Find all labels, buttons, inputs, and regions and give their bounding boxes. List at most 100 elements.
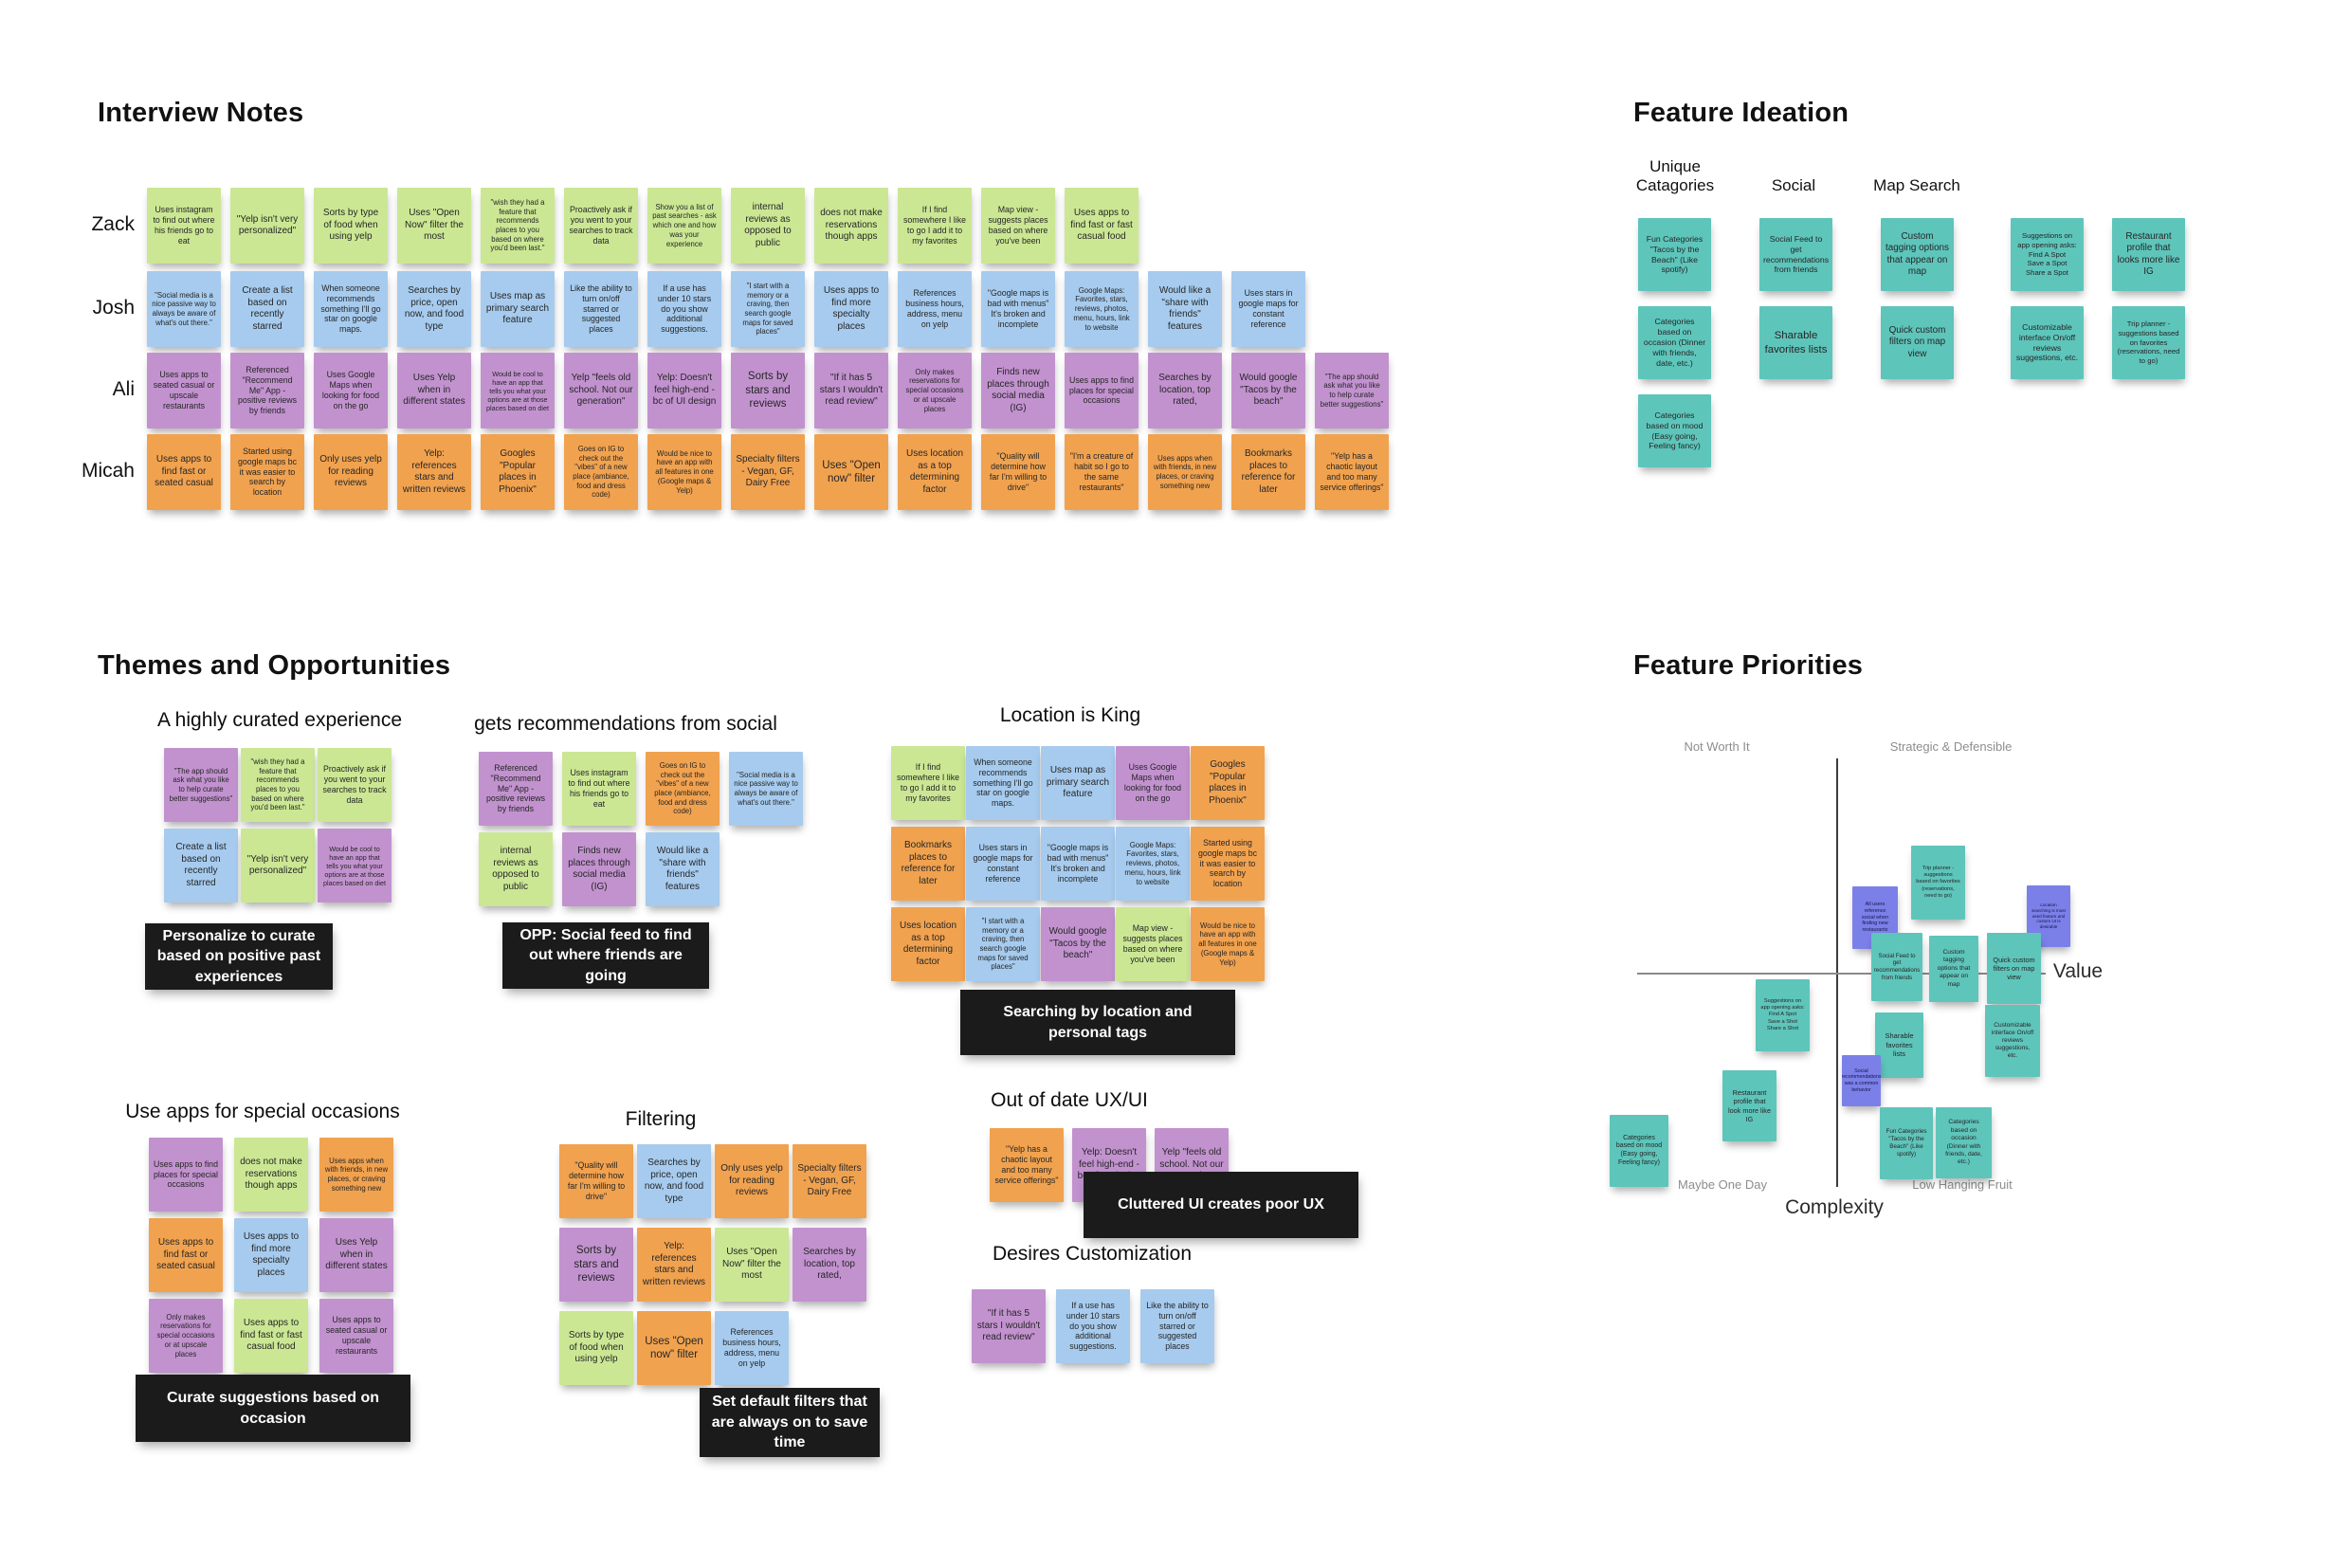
sticky-note[interactable]: Would google "Tacos by the beach" [1041,907,1115,981]
sticky-note[interactable]: does not make reservations though apps [234,1138,308,1212]
sticky-note[interactable]: Quick custom filters on map view [1881,306,1954,379]
sticky-note[interactable]: Started using google maps bc it was easi… [230,434,304,510]
sticky-note[interactable]: Map view - suggests places based on wher… [1116,907,1190,981]
sticky-note[interactable]: Bookmarks places to reference for later [1231,434,1305,510]
sticky-note[interactable]: Fun Categories "Tacos by the Beach" (Lik… [1880,1107,1933,1179]
sticky-note[interactable]: "The app should ask what you like to hel… [164,748,238,822]
sticky-note[interactable]: "If it has 5 stars I wouldn't read revie… [814,353,888,428]
sticky-note[interactable]: Suggestions on app opening asks: Find A … [1756,979,1810,1051]
sticky-note[interactable]: "Google maps is bad with menus" It's bro… [1041,827,1115,901]
sticky-note[interactable]: If I find somewhere I like to go I add i… [891,746,965,820]
sticky-note[interactable]: Uses instagram to find out where his fri… [562,752,636,826]
sticky-note[interactable]: Specialty filters - Vegan, GF, Dairy Fre… [731,434,805,510]
sticky-note[interactable]: does not make reservations though apps [814,188,888,264]
sticky-note[interactable]: Uses apps to find fast or fast casual fo… [1065,188,1139,264]
sticky-note[interactable]: Referenced "Recommend Me" App - positive… [479,752,553,826]
sticky-note[interactable]: Searches by price, open now, and food ty… [397,271,471,347]
sticky-note[interactable]: Uses apps when with friends, in new plac… [319,1138,393,1212]
sticky-note[interactable]: Finds new places through social media (I… [981,353,1055,428]
sticky-note[interactable]: Quick custom filters on map view [1987,933,2041,1004]
sticky-note[interactable]: Uses location as a top determining facto… [891,907,965,981]
sticky-note[interactable]: Only uses yelp for reading reviews [314,434,388,510]
sticky-note[interactable]: "I start with a memory or a craving, the… [966,907,1040,981]
sticky-note[interactable]: Searches by price, open now, and food ty… [637,1144,711,1218]
sticky-note[interactable]: "Yelp isn't very personalized" [230,188,304,264]
sticky-note[interactable]: Uses Google Maps when looking for food o… [314,353,388,428]
sticky-note[interactable]: Uses apps to find more specialty places [234,1218,308,1292]
sticky-note[interactable]: Sorts by type of food when using yelp [559,1311,633,1385]
insight-banner[interactable]: Cluttered UI creates poor UX [1084,1172,1358,1238]
sticky-note[interactable]: Uses stars in google maps for constant r… [1231,271,1305,347]
sticky-note[interactable]: Sharable favorites lists [1759,306,1832,379]
sticky-note[interactable]: If a use has under 10 stars do you show … [647,271,721,347]
sticky-note[interactable]: Uses Yelp when in different states [319,1218,393,1292]
sticky-note[interactable]: Googles "Popular places in Phoenix" [481,434,555,510]
sticky-note[interactable]: Bookmarks places to reference for later [891,827,965,901]
sticky-note[interactable]: Create a list based on recently starred [230,271,304,347]
sticky-note[interactable]: Would be nice to have an app with all fe… [1191,907,1265,981]
sticky-note[interactable]: "I start with a memory or a craving, the… [731,271,805,347]
sticky-note[interactable]: Only uses yelp for reading reviews [715,1144,789,1218]
sticky-note[interactable]: Uses Google Maps when looking for food o… [1116,746,1190,820]
sticky-note[interactable]: Specialty filters - Vegan, GF, Dairy Fre… [793,1144,866,1218]
sticky-note[interactable]: Sorts by stars and reviews [559,1228,633,1302]
sticky-note[interactable]: Categories based on mood (Easy going, Fe… [1610,1115,1668,1187]
sticky-note[interactable]: Trip planner - suggestions based on favo… [2112,306,2185,379]
sticky-note[interactable]: Yelp: references stars and written revie… [397,434,471,510]
sticky-note[interactable]: Like the ability to turn on/off starred … [1140,1289,1214,1363]
sticky-note[interactable]: Uses apps to find fast or fast casual fo… [234,1299,308,1373]
sticky-note[interactable]: Uses stars in google maps for constant r… [966,827,1040,901]
sticky-note[interactable]: Uses apps to find fast or seated casual [147,434,221,510]
sticky-note[interactable]: Restaurant profile that look more like I… [1722,1070,1776,1141]
sticky-note[interactable]: Customizable interface On/off reviews su… [2011,306,2084,379]
sticky-note[interactable]: Would google "Tacos by the beach" [1231,353,1305,428]
sticky-note[interactable]: internal reviews as opposed to public [731,188,805,264]
sticky-note[interactable]: Only makes reservations for special occa… [149,1299,223,1373]
sticky-note[interactable]: internal reviews as opposed to public [479,832,553,906]
sticky-note[interactable]: Categories based on occasion (Dinner wit… [1638,306,1711,379]
sticky-note[interactable]: Custom tagging options that appear on ma… [1881,218,1954,291]
sticky-note[interactable]: References business hours, address, menu… [715,1311,789,1385]
sticky-note[interactable]: When someone recommends something I'll g… [314,271,388,347]
sticky-note[interactable]: Fun Categories "Tacos by the Beach" (Lik… [1638,218,1711,291]
sticky-note[interactable]: Uses apps to find places for special occ… [149,1138,223,1212]
sticky-note[interactable]: Would like a "share with friends" featur… [646,832,720,906]
sticky-note[interactable]: Uses instagram to find out where his fri… [147,188,221,264]
sticky-note[interactable]: Suggestions on app opening asks: Find A … [2011,218,2084,291]
sticky-note[interactable]: Custom tagging options that appear on ma… [1929,936,1978,1002]
sticky-note[interactable]: Social recommendations was a common beha… [1842,1055,1881,1106]
sticky-note[interactable]: "wish they had a feature that recommends… [241,748,315,822]
sticky-note[interactable]: Would be cool to have an app that tells … [481,353,555,428]
sticky-note[interactable]: Show you a list of past searches - ask w… [647,188,721,264]
sticky-note[interactable]: Sorts by stars and reviews [731,353,805,428]
sticky-note[interactable]: Uses "Open Now" filter the most [715,1228,789,1302]
sticky-note[interactable]: "Google maps is bad with menus" It's bro… [981,271,1055,347]
sticky-note[interactable]: Uses "Open now" filter [814,434,888,510]
sticky-note[interactable]: Sorts by type of food when using yelp [314,188,388,264]
sticky-note[interactable]: "Yelp has a chaotic layout and too many … [1315,434,1389,510]
sticky-note[interactable]: Categories based on mood (Easy going, Fe… [1638,394,1711,467]
sticky-note[interactable]: Google Maps: Favorites, stars, reviews, … [1116,827,1190,901]
sticky-note[interactable]: Like the ability to turn on/off starred … [564,271,638,347]
sticky-note[interactable]: Categories based on occasion (Dinner wit… [1936,1107,1992,1178]
insight-banner[interactable]: Curate suggestions based on occasion [136,1375,410,1442]
sticky-note[interactable]: When someone recommends something I'll g… [966,746,1040,820]
sticky-note[interactable]: Would be cool to have an app that tells … [318,829,392,903]
sticky-note[interactable]: Map view - suggests places based on wher… [981,188,1055,264]
sticky-note[interactable]: "Yelp isn't very personalized" [241,829,315,903]
sticky-note[interactable]: Goes on IG to check out the "vibes" of a… [564,434,638,510]
sticky-note[interactable]: Create a list based on recently starred [164,829,238,903]
insight-banner[interactable]: Set default filters that are always on t… [700,1388,880,1457]
sticky-note[interactable]: If I find somewhere I like to go I add i… [898,188,972,264]
sticky-note[interactable]: References business hours, address, menu… [898,271,972,347]
sticky-note[interactable]: Yelp "feels old school. Not our generati… [564,353,638,428]
sticky-note[interactable]: "Social media is a nice passive way to a… [147,271,221,347]
sticky-note[interactable]: Uses apps to find more specialty places [814,271,888,347]
sticky-note[interactable]: Searches by location, top rated, [1148,353,1222,428]
sticky-note[interactable]: Yelp: Doesn't feel high-end - bc of UI d… [647,353,721,428]
sticky-note[interactable]: Uses "Open Now" filter the most [397,188,471,264]
sticky-note[interactable]: "wish they had a feature that recommends… [481,188,555,264]
sticky-note[interactable]: Uses apps to find places for special occ… [1065,353,1139,428]
sticky-note[interactable]: Finds new places through social media (I… [562,832,636,906]
insight-banner[interactable]: Personalize to curate based on positive … [145,923,333,990]
